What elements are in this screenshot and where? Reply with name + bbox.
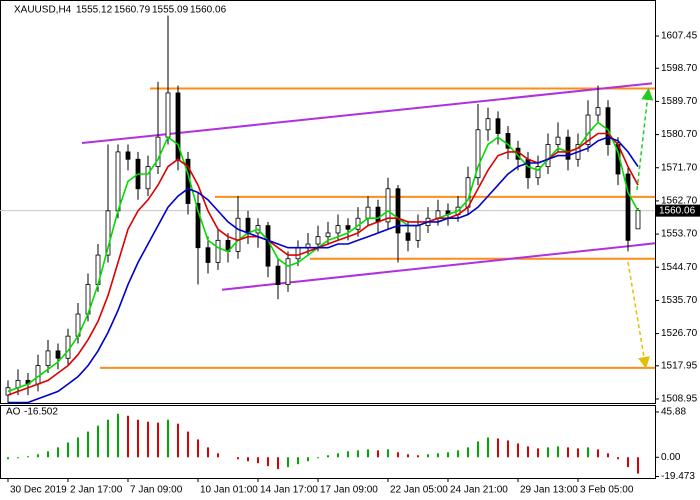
candle-body	[195, 203, 201, 249]
candle-body	[315, 236, 321, 245]
main-plot	[0, 15, 655, 403]
y-tick-label: 1535.70	[661, 295, 698, 306]
price-box	[656, 204, 700, 217]
header: XAUUSD,H4 1555.12 1560.79 1555.09 1560.0…	[14, 5, 227, 16]
candle-body	[165, 92, 171, 138]
candle-body	[125, 151, 131, 160]
candle-body	[375, 206, 381, 223]
ao-value: -16.502	[24, 407, 58, 418]
open: 1555.12	[76, 5, 113, 16]
candle-body	[545, 144, 551, 168]
ao-label: AO	[6, 407, 21, 418]
x-tick-label: 14 Jan 17:00	[260, 485, 318, 496]
y-tick-label: 1589.70	[661, 96, 698, 107]
candle-body	[275, 265, 281, 285]
candle-body	[105, 210, 111, 256]
y-tick-label: 1580.70	[661, 129, 698, 140]
ao-tick-label: 0.00	[661, 452, 681, 463]
candle-body	[415, 225, 421, 241]
candle-body	[505, 133, 511, 149]
y-tick-label: 1607.45	[661, 31, 698, 42]
candle-body	[585, 114, 591, 145]
close: 1560.06	[190, 5, 227, 16]
y-tick-label: 1571.70	[661, 162, 698, 173]
candle-body	[235, 217, 241, 252]
candle-body	[535, 166, 541, 179]
candle-body	[55, 350, 61, 359]
x-tick-label: 29 Jan 13:00	[520, 485, 578, 496]
symbol: XAUUSD,H4	[14, 5, 72, 16]
x-tick-label: 3 Feb 05:00	[580, 485, 634, 496]
candle-body	[555, 136, 561, 145]
y-tick-label: 1598.70	[661, 63, 698, 74]
candle-body	[495, 118, 501, 134]
candle-body	[285, 258, 291, 285]
ao-pane	[0, 405, 656, 479]
x-tick-label: 10 Jan 01:00	[200, 485, 258, 496]
ma-line	[8, 136, 639, 403]
down-arrow	[627, 261, 650, 369]
y-tick-label: 1544.70	[661, 262, 698, 273]
candle-body	[215, 239, 221, 263]
y-tick-label: 1517.95	[661, 360, 698, 371]
candle-body	[265, 225, 271, 267]
candle-body	[385, 188, 391, 223]
y-tick-label: 1562.70	[661, 196, 698, 207]
candle-body	[115, 151, 121, 212]
candle-body	[325, 232, 331, 238]
candle-body	[405, 232, 411, 241]
x-tick-label: 17 Jan 09:00	[320, 485, 378, 496]
candle-body	[595, 107, 601, 116]
candle-body	[145, 166, 151, 190]
candle-body	[625, 173, 631, 241]
low: 1555.09	[152, 5, 189, 16]
y-tick-label: 1508.95	[661, 394, 698, 405]
candle-body	[295, 247, 301, 260]
main-pane	[0, 0, 656, 404]
up-arrow	[636, 88, 654, 191]
y-tick-label: 1526.70	[661, 328, 698, 339]
x-tick-label: 2 Jan 17:00	[70, 485, 123, 496]
candle-body	[65, 335, 71, 359]
ao-tick-label: 45.88	[661, 407, 686, 418]
candle-body	[335, 225, 341, 234]
price-box-label: 1560.06	[659, 205, 696, 216]
candle-body	[395, 188, 401, 234]
candle-body	[565, 136, 571, 160]
x-tick-label: 22 Jan 05:00	[390, 485, 448, 496]
ao-tick-label: -19.473	[661, 471, 695, 482]
candle-body	[475, 129, 481, 179]
ma-line	[7, 121, 639, 393]
candle-body	[245, 217, 251, 234]
candle-body	[45, 350, 51, 367]
candle-body	[525, 158, 531, 179]
ma-line	[7, 132, 639, 396]
candle-body	[605, 107, 611, 145]
trend-line	[221, 242, 655, 291]
candle-body	[155, 136, 161, 168]
x-tick-label: 24 Jan 21:00	[450, 485, 508, 496]
candle-body	[205, 247, 211, 263]
high: 1560.79	[114, 5, 151, 16]
candle-body	[365, 206, 371, 219]
y-tick-label: 1553.70	[661, 229, 698, 240]
x-tick-label: 7 Jan 09:00	[130, 485, 183, 496]
candle-body	[635, 210, 641, 230]
candle-body	[345, 225, 351, 230]
x-tick-label: 30 Dec 2019	[10, 485, 67, 496]
candle-body	[485, 118, 491, 131]
